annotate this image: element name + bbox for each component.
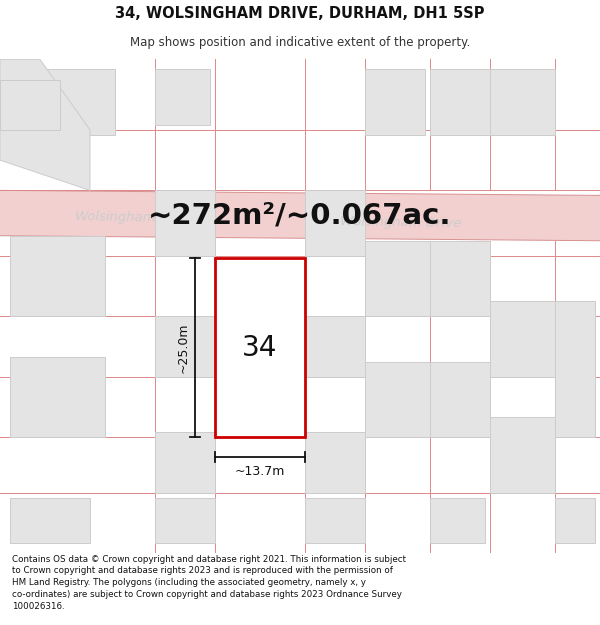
Bar xyxy=(490,69,555,135)
Bar xyxy=(430,241,490,316)
Bar xyxy=(10,498,90,543)
Bar xyxy=(155,316,215,377)
Text: 34, WOLSINGHAM DRIVE, DURHAM, DH1 5SP: 34, WOLSINGHAM DRIVE, DURHAM, DH1 5SP xyxy=(115,6,485,21)
Bar xyxy=(10,357,105,437)
Bar xyxy=(10,236,105,316)
Bar xyxy=(555,498,595,543)
Polygon shape xyxy=(0,191,600,241)
Bar xyxy=(365,241,430,316)
Bar xyxy=(430,69,490,135)
Bar xyxy=(155,432,215,492)
Bar xyxy=(490,417,555,492)
Polygon shape xyxy=(0,59,90,191)
Bar xyxy=(555,301,595,438)
Text: Wolsingham Drive: Wolsingham Drive xyxy=(340,215,461,230)
Bar xyxy=(155,498,215,543)
Text: Contains OS data © Crown copyright and database right 2021. This information is : Contains OS data © Crown copyright and d… xyxy=(12,554,406,611)
Bar xyxy=(155,69,210,125)
Bar xyxy=(305,432,365,492)
Bar xyxy=(430,362,490,438)
Bar xyxy=(430,498,485,543)
Bar xyxy=(490,301,555,377)
Text: Map shows position and indicative extent of the property.: Map shows position and indicative extent… xyxy=(130,36,470,49)
Bar xyxy=(305,191,365,256)
Text: ~25.0m: ~25.0m xyxy=(177,322,190,373)
Bar xyxy=(155,191,215,256)
Text: Wolsingham: Wolsingham xyxy=(75,211,157,225)
Bar xyxy=(305,316,365,377)
Bar xyxy=(215,258,305,438)
Bar xyxy=(365,69,425,135)
Text: ~272m²/~0.067ac.: ~272m²/~0.067ac. xyxy=(148,201,452,229)
Bar xyxy=(0,79,60,130)
Text: 34: 34 xyxy=(242,334,278,362)
Bar xyxy=(365,362,430,438)
Bar xyxy=(10,69,115,135)
Bar xyxy=(305,498,365,543)
Text: ~13.7m: ~13.7m xyxy=(235,466,285,479)
